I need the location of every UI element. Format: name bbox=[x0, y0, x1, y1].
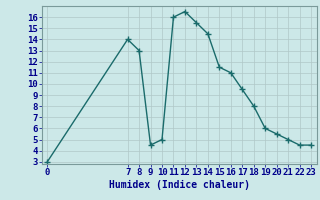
X-axis label: Humidex (Indice chaleur): Humidex (Indice chaleur) bbox=[109, 180, 250, 190]
